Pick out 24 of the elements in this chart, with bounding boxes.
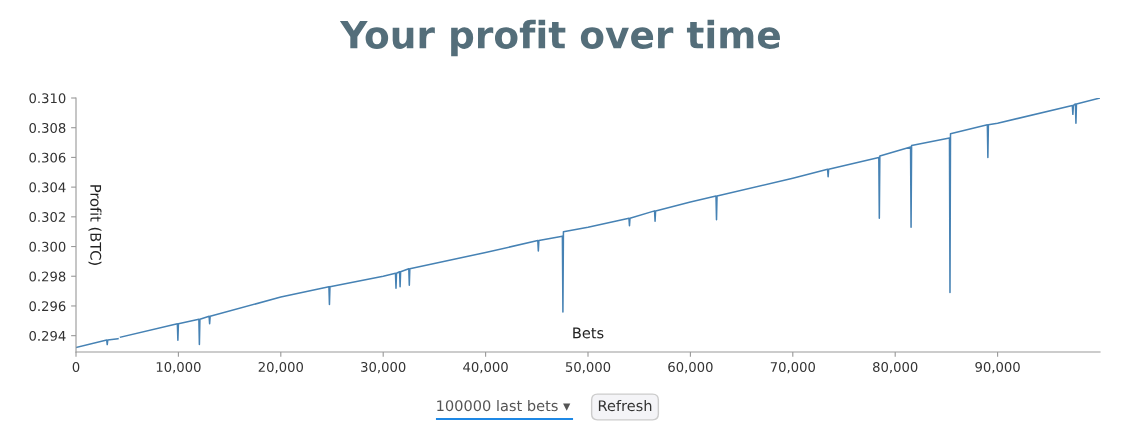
- y-tick-label: 0.304: [29, 182, 66, 193]
- text: 100000 last bets ▾: [437, 399, 571, 412]
- x-tick-label: 90,000: [975, 361, 1020, 374]
- x-tick-label: 20,000: [258, 361, 304, 374]
- x-tick-label: 40,000: [463, 361, 508, 374]
- y-tick-label: 0.306: [29, 152, 66, 163]
- text: Refresh: [598, 399, 652, 412]
- x-tick-label: 30,000: [361, 361, 406, 374]
- y-tick-label: 0.310: [29, 93, 66, 104]
- y-tick-label: 0.308: [29, 122, 66, 133]
- y-tick-label: 0.296: [29, 301, 66, 312]
- y-tick-label: 0.294: [29, 330, 66, 341]
- x-tick-label: 50,000: [565, 361, 611, 374]
- y-tick-label: 0.302: [29, 212, 65, 223]
- y-tick-label: 0.300: [29, 241, 66, 252]
- x-tick-label: 80,000: [873, 361, 918, 374]
- x-tick-label: 10,000: [156, 361, 201, 374]
- x-axis-title: Bets: [573, 327, 604, 339]
- x-tick-label: 60,000: [668, 361, 713, 374]
- y-tick-label: 0.298: [29, 271, 66, 282]
- chart-title: Your profit over time: [339, 19, 780, 57]
- x-tick-label: 70,000: [770, 361, 816, 374]
- x-tick-label: 0: [72, 361, 80, 372]
- y-axis-title: Profit (BTC): [88, 185, 102, 265]
